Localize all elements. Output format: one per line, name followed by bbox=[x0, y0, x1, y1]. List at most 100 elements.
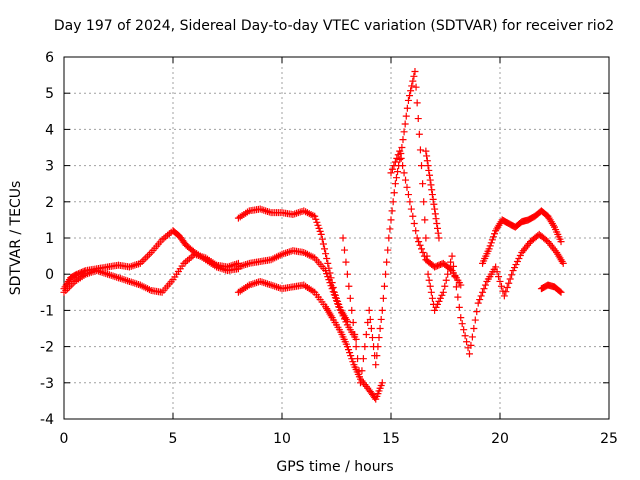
data-point bbox=[390, 162, 398, 170]
data-point bbox=[323, 270, 331, 278]
data-point bbox=[392, 174, 400, 182]
data-point bbox=[434, 224, 442, 232]
data-point bbox=[326, 269, 334, 277]
data-point bbox=[452, 283, 460, 291]
data-point bbox=[375, 334, 383, 342]
data-point bbox=[425, 276, 433, 284]
data-point bbox=[511, 264, 519, 272]
data-point bbox=[394, 168, 402, 176]
data-point bbox=[109, 272, 117, 280]
data-point bbox=[387, 216, 395, 224]
data-point bbox=[383, 258, 391, 266]
data-point bbox=[492, 263, 500, 271]
data-point bbox=[419, 248, 427, 256]
data-point bbox=[324, 259, 332, 267]
data-point bbox=[400, 169, 408, 177]
data-point bbox=[471, 316, 479, 324]
data-point bbox=[378, 306, 386, 314]
data-point bbox=[285, 248, 293, 256]
data-point bbox=[403, 104, 411, 112]
data-point bbox=[145, 250, 153, 258]
data-point bbox=[102, 270, 110, 278]
axis-ticks bbox=[63, 56, 610, 420]
data-point bbox=[457, 281, 465, 289]
data-point bbox=[436, 294, 444, 302]
y-tick-label: 0 bbox=[45, 267, 54, 283]
data-point bbox=[373, 352, 381, 360]
series-track-b bbox=[60, 250, 242, 296]
data-point bbox=[485, 245, 493, 253]
data-point bbox=[479, 288, 487, 296]
data-point bbox=[240, 261, 248, 269]
data-point bbox=[379, 294, 387, 302]
data-point bbox=[314, 221, 322, 229]
x-tick-labels: 0 5 10 15 20 25 bbox=[60, 431, 618, 447]
data-point bbox=[415, 238, 423, 246]
data-point bbox=[267, 281, 275, 289]
data-point bbox=[427, 288, 435, 296]
data-points bbox=[60, 67, 567, 403]
data-point bbox=[427, 181, 435, 189]
data-point bbox=[404, 191, 412, 199]
data-point bbox=[509, 267, 517, 275]
series-track-f bbox=[387, 147, 465, 289]
y-tick-label: 3 bbox=[45, 159, 54, 175]
data-point bbox=[403, 183, 411, 191]
data-point bbox=[410, 220, 418, 228]
data-point bbox=[409, 77, 417, 85]
data-point bbox=[366, 315, 374, 323]
data-point bbox=[416, 241, 424, 249]
data-point bbox=[412, 227, 420, 235]
data-point bbox=[283, 248, 291, 256]
data-point bbox=[336, 303, 344, 311]
y-tick-label: 5 bbox=[45, 86, 54, 102]
data-point bbox=[394, 151, 402, 159]
data-point bbox=[458, 320, 466, 328]
data-point bbox=[455, 303, 463, 311]
data-point bbox=[428, 186, 436, 194]
data-point bbox=[390, 189, 398, 197]
data-point bbox=[311, 212, 319, 220]
data-point bbox=[142, 254, 150, 262]
data-point bbox=[489, 233, 497, 241]
data-point bbox=[317, 230, 325, 238]
data-point bbox=[428, 294, 436, 302]
data-point bbox=[508, 271, 516, 279]
data-point bbox=[407, 205, 415, 213]
data-point bbox=[465, 350, 473, 358]
data-point bbox=[376, 325, 384, 332]
data-point bbox=[242, 261, 250, 269]
data-point bbox=[503, 283, 511, 291]
data-point bbox=[347, 352, 355, 360]
data-point bbox=[391, 158, 399, 166]
data-point bbox=[557, 238, 565, 246]
x-tick-label: 0 bbox=[60, 431, 69, 447]
data-point bbox=[398, 144, 406, 151]
data-point bbox=[473, 308, 481, 316]
data-point bbox=[124, 277, 132, 285]
data-point bbox=[62, 286, 70, 294]
data-point bbox=[293, 209, 301, 217]
data-point bbox=[481, 281, 489, 289]
data-point bbox=[331, 291, 339, 299]
data-point bbox=[470, 325, 478, 332]
data-point bbox=[251, 279, 259, 287]
data-point bbox=[384, 246, 392, 254]
data-point bbox=[420, 252, 428, 260]
data-point bbox=[315, 224, 323, 232]
data-point bbox=[351, 331, 359, 339]
data-point bbox=[435, 234, 443, 242]
y-tick-label: -4 bbox=[40, 412, 54, 428]
data-point bbox=[227, 262, 235, 270]
data-point bbox=[502, 288, 510, 296]
data-point bbox=[122, 276, 130, 284]
data-point bbox=[323, 255, 331, 263]
data-point bbox=[378, 379, 386, 387]
data-point bbox=[491, 230, 499, 238]
series-storm-feature bbox=[339, 67, 567, 387]
data-point bbox=[313, 218, 321, 226]
data-point bbox=[431, 306, 439, 314]
data-point bbox=[345, 282, 353, 290]
y-tick-label: 6 bbox=[45, 50, 54, 66]
data-point bbox=[352, 335, 360, 343]
